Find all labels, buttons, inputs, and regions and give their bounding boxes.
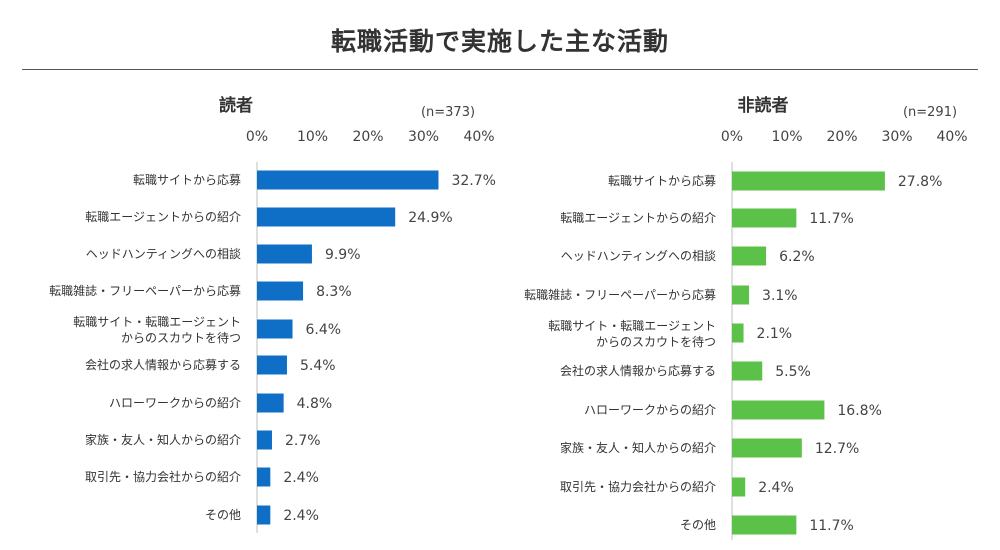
nonreader-bar [732,515,797,535]
reader-value-label: 32.7% [451,173,495,189]
nonreader-sample-size: (n=291) [903,105,957,120]
nonreader-value-label: 11.7% [809,518,853,534]
nonreader-category-label: 転職サイトから応募 [608,174,716,188]
nonreader-category-label: からのスカウトを待つ [596,335,716,349]
reader-value-label: 9.9% [325,247,361,263]
nonreader-bar [732,285,750,305]
reader-x-tick: 10% [297,129,328,145]
nonreader-value-label: 6.2% [779,249,815,265]
reader-category-label: その他 [205,508,241,522]
nonreader-value-label: 27.8% [898,174,942,190]
reader-category-label: 会社の求人情報から応募する [85,357,241,372]
nonreader-category-label: 転職雑誌・フリーペーパーから応募 [524,287,716,302]
nonreader-value-label: 5.5% [775,364,811,380]
nonreader-x-tick: 40% [936,129,967,145]
reader-value-label: 4.8% [297,396,333,412]
nonreader-category-label: その他 [680,518,716,532]
nonreader-value-label: 3.1% [762,288,798,304]
nonreader-x-tick: 10% [771,129,802,145]
reader-x-tick: 40% [463,129,494,145]
reader-bar [257,281,304,301]
nonreader-category-label: 転職エージェントからの紹介 [560,211,716,225]
reader-sample-size: (n=373) [421,105,475,120]
nonreader-bar [732,438,802,458]
reader-category-label: 転職サイト・転職エージェント [73,315,241,329]
reader-value-label: 5.4% [300,358,336,374]
chart-main-title: 転職活動で実施した主な活動 [330,27,669,56]
reader-bar [257,170,439,190]
title-divider [22,69,978,70]
reader-value-label: 24.9% [408,210,452,226]
nonreader-value-label: 16.8% [837,403,881,419]
reader-value-label: 8.3% [316,284,352,300]
nonreader-panel-title: 非読者 [738,95,789,116]
reader-category-label: 転職雑誌・フリーペーパーから応募 [49,283,241,298]
reader-x-tick: 30% [408,129,439,145]
nonreader-category-label: 会社の求人情報から応募する [560,363,716,378]
reader-bar [257,207,396,227]
reader-category-label: 転職エージェントからの紹介 [85,210,241,224]
reader-value-label: 2.4% [283,508,319,524]
nonreader-bar [732,477,746,497]
nonreader-bar [732,208,797,228]
reader-bar [257,430,272,450]
reader-panel-title: 読者 [219,95,253,116]
nonreader-bar [732,171,885,191]
nonreader-x-tick: 0% [721,129,743,145]
nonreader-category-label: 家族・友人・知人からの紹介 [560,440,716,455]
nonreader-bar [732,361,763,381]
reader-category-label: 取引先・協力会社からの紹介 [85,469,241,484]
nonreader-value-label: 2.1% [757,326,793,342]
reader-category-label: 転職サイトから応募 [133,173,241,187]
nonreader-category-label: 取引先・協力会社からの紹介 [560,479,716,494]
nonreader-value-label: 11.7% [809,211,853,227]
reader-bar [257,467,271,487]
nonreader-bar [732,246,767,266]
nonreader-x-tick: 20% [826,129,857,145]
reader-category-label: ハローワークからの紹介 [109,396,241,410]
nonreader-x-tick: 30% [881,129,912,145]
reader-bar [257,393,284,413]
nonreader-value-label: 12.7% [815,441,859,457]
reader-bar [257,505,271,525]
reader-category-label: ヘッドハンティングへの相談 [86,246,241,261]
reader-x-tick: 0% [246,129,268,145]
nonreader-bar [732,323,744,343]
reader-value-label: 6.4% [306,322,342,338]
reader-bar [257,319,293,339]
reader-x-tick: 20% [352,129,383,145]
nonreader-bar [732,400,825,420]
reader-bar [257,244,312,264]
reader-value-label: 2.7% [285,433,321,449]
nonreader-category-label: 転職サイト・転職エージェント [548,319,716,333]
reader-bar [257,355,287,375]
nonreader-value-label: 2.4% [758,480,794,496]
reader-category-label: 家族・友人・知人からの紹介 [85,432,241,447]
nonreader-category-label: ヘッドハンティングへの相談 [561,248,716,263]
reader-value-label: 2.4% [283,470,319,486]
nonreader-category-label: ハローワークからの紹介 [584,403,716,417]
reader-category-label: からのスカウトを待つ [121,331,241,345]
